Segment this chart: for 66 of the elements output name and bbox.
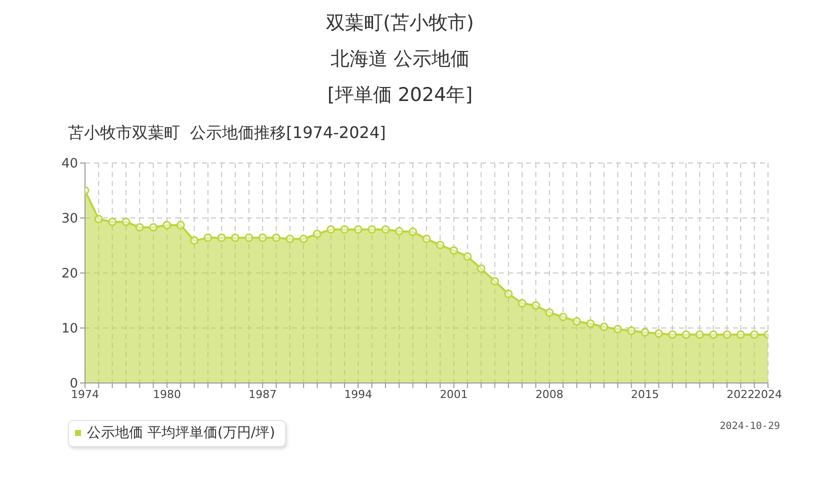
legend-label: 公示地価 平均坪単価(万円/坪): [87, 424, 276, 442]
point: [613, 324, 622, 334]
x-tick-label: 2001: [440, 388, 468, 401]
point: [736, 330, 745, 339]
point: [695, 330, 704, 339]
chart-subtitle: 苫小牧市双葉町 公示地価推移[1974-2024]: [68, 122, 386, 144]
point: [368, 225, 376, 234]
point: [463, 252, 472, 261]
point: [204, 234, 212, 242]
point: [722, 330, 732, 339]
point: [518, 299, 526, 308]
x-tick-label: 1987: [248, 388, 277, 401]
point: [394, 226, 404, 236]
x-tick-label: 1974: [71, 388, 99, 401]
x-tick-label: 1980: [152, 388, 181, 401]
x-tick-label: 2015: [631, 388, 660, 401]
point: [709, 330, 718, 339]
point: [654, 329, 663, 338]
point: [627, 326, 636, 335]
point: [162, 220, 172, 230]
point: [340, 225, 349, 234]
point: [94, 214, 103, 224]
point: [135, 223, 144, 232]
point: [558, 312, 568, 322]
point: [600, 322, 608, 332]
point: [408, 228, 418, 236]
x-tick-label: 2008: [535, 388, 564, 401]
point: [312, 230, 322, 238]
point: [244, 234, 254, 242]
point: [176, 220, 185, 230]
point: [545, 308, 554, 317]
point: [504, 290, 513, 298]
point: [299, 234, 308, 244]
y-tick-label: 40: [61, 156, 78, 172]
point: [190, 236, 199, 245]
point: [572, 317, 582, 326]
point: [450, 246, 458, 255]
point: [381, 225, 390, 234]
point: [231, 234, 240, 242]
point: [149, 223, 158, 232]
point: [286, 234, 294, 244]
point: [436, 240, 444, 250]
point: [586, 319, 595, 328]
point: [217, 234, 226, 242]
point: [122, 218, 130, 226]
chart-title: 双葉町(苫小牧市) 北海道 公示地価 [坪単価 2024年]: [325, 11, 475, 108]
point: [682, 330, 690, 339]
y-tick-label: 30: [61, 212, 78, 227]
point: [326, 225, 336, 234]
point: [476, 264, 486, 273]
point: [532, 301, 540, 310]
point: [272, 234, 280, 242]
text: 2024-10-29: [720, 421, 780, 432]
x-tick-label: 1994: [344, 388, 372, 401]
point: [108, 218, 117, 226]
point: [422, 234, 431, 244]
x-tick-label: 2022: [726, 388, 755, 401]
point: [668, 330, 677, 339]
point: [354, 225, 362, 234]
x-tick-label: 2024: [754, 388, 782, 401]
point: [750, 330, 759, 339]
y-tick-label: 20: [61, 266, 78, 282]
point: [258, 234, 267, 242]
point: [640, 328, 650, 337]
point: [490, 277, 500, 286]
y-tick-label: 10: [61, 322, 78, 337]
